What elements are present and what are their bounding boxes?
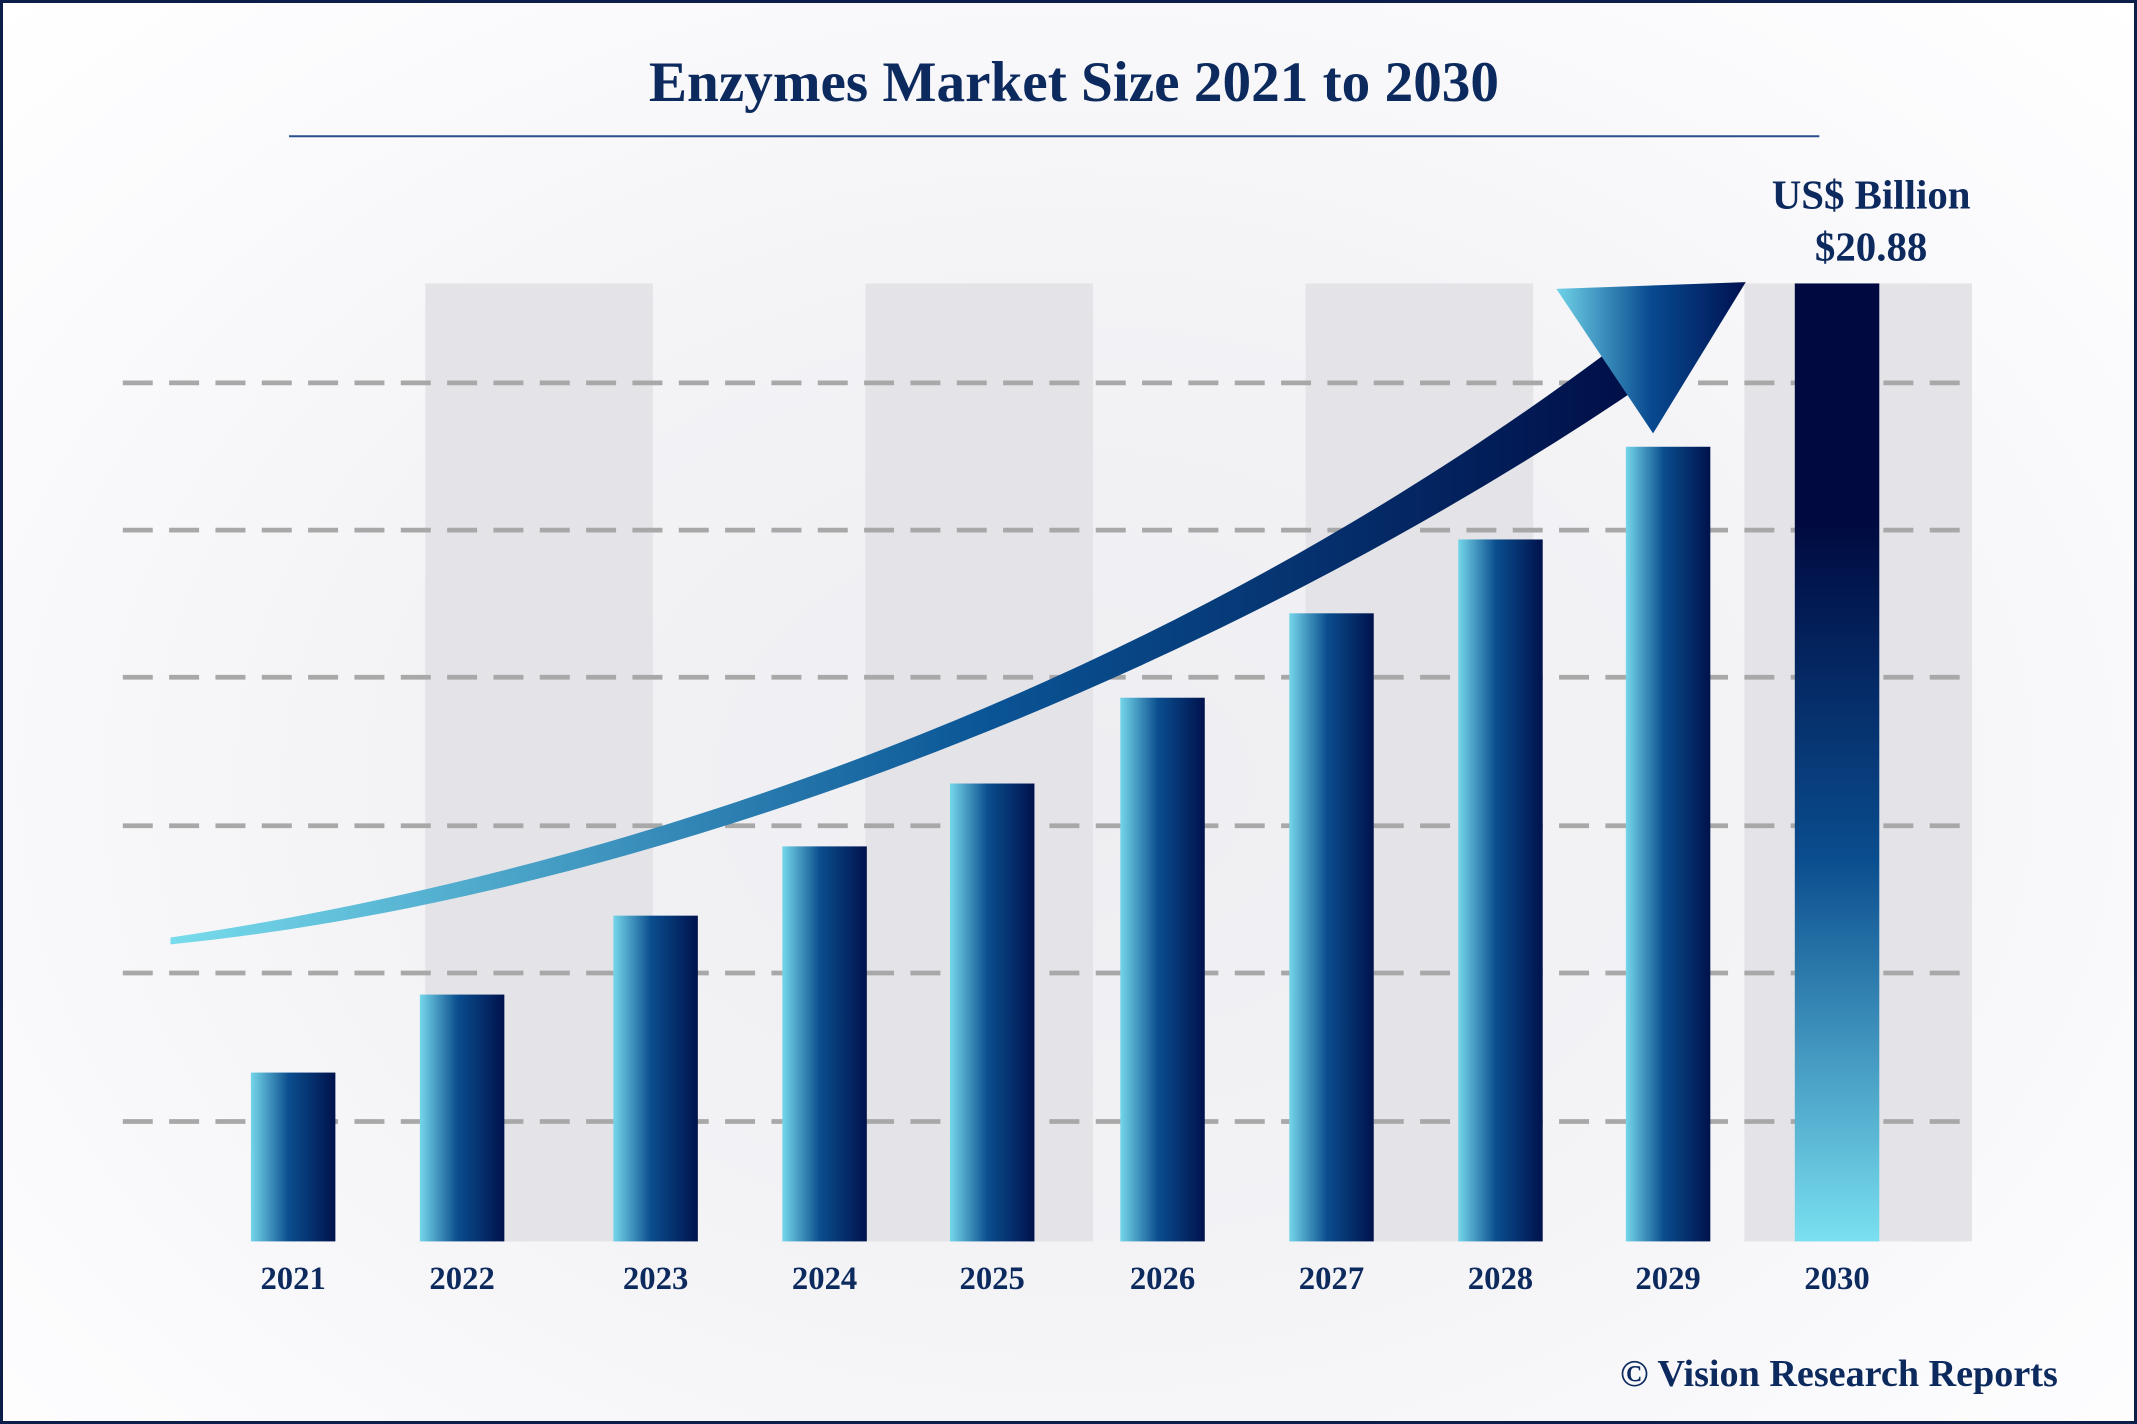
- bar-2030: [1794, 283, 1880, 1242]
- bar-2021: [250, 1072, 336, 1242]
- bar-2024: [782, 846, 867, 1242]
- bar-2023: [613, 915, 698, 1242]
- bar-2028: [1458, 539, 1543, 1242]
- bar-2022: [419, 994, 505, 1242]
- x-tick-label: 2029: [1635, 1261, 1700, 1297]
- x-tick-label: 2026: [1130, 1261, 1195, 1297]
- chart-title: Enzymes Market Size 2021 to 2030: [649, 51, 1499, 114]
- x-tick-label: 2030: [1804, 1261, 1869, 1297]
- x-tick-label: 2022: [429, 1261, 494, 1297]
- x-tick-label: 2025: [960, 1261, 1025, 1297]
- x-tick-label: 2021: [260, 1261, 325, 1297]
- bar-2029: [1625, 446, 1711, 1242]
- bar-2027: [1289, 613, 1374, 1242]
- x-tick-label: 2024: [792, 1261, 857, 1297]
- bar-2025: [949, 783, 1035, 1242]
- bar-2026: [1120, 697, 1205, 1242]
- x-tick-label: 2023: [623, 1261, 688, 1297]
- data-label-2030: $20.88: [1815, 224, 1927, 269]
- copyright: © Vision Research Reports: [1620, 1353, 2058, 1395]
- unit-label: US$ Billion: [1772, 172, 1971, 217]
- trend-arrow-head: [1556, 282, 1746, 434]
- x-tick-label: 2028: [1468, 1261, 1533, 1297]
- x-tick-label: 2027: [1299, 1261, 1364, 1297]
- trend-arrow: [170, 282, 1746, 945]
